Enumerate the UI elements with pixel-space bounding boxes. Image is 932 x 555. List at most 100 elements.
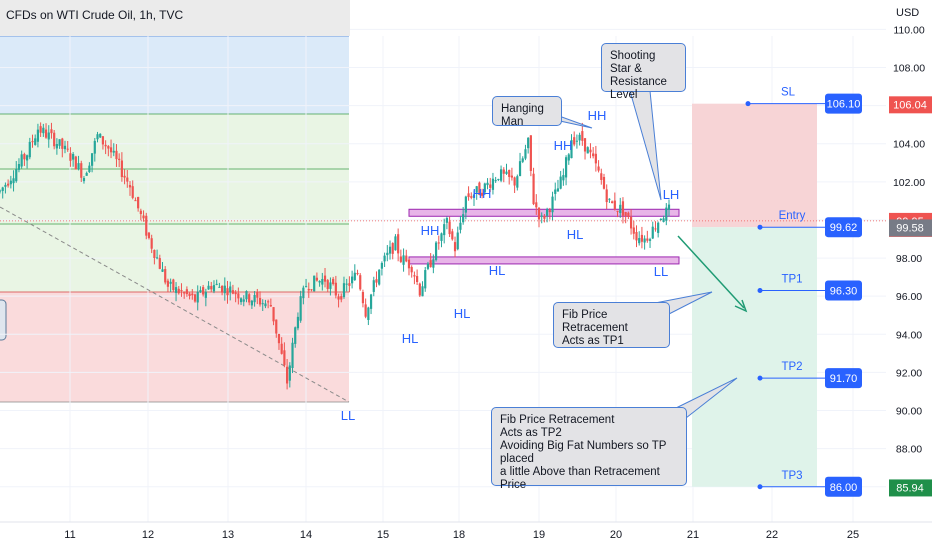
price-axis-tick: 98.00: [896, 253, 922, 265]
time-axis-tick: 14: [300, 529, 312, 541]
candle-body: [605, 189, 608, 203]
candle-body: [353, 272, 356, 281]
candle-body: [323, 275, 327, 282]
swing-label-hh: HH: [473, 186, 492, 201]
candle-body: [9, 180, 12, 185]
callout-pointer: [629, 90, 662, 201]
candle-body: [229, 286, 232, 293]
candle-body: [462, 214, 465, 223]
candle-body: [218, 286, 221, 288]
candle-body: [646, 238, 649, 241]
level-label-tp3: TP3: [781, 470, 802, 482]
candle-body: [74, 156, 77, 170]
candle-body: [164, 269, 167, 283]
candle-body: [361, 292, 365, 304]
candle-body: [118, 158, 121, 161]
candle-body: [283, 350, 286, 366]
candle-body: [340, 296, 343, 300]
annotation-hanging-man: Hanging Man: [492, 96, 562, 128]
candle-body: [272, 307, 275, 322]
candle-body: [47, 132, 50, 140]
candle-body: [494, 180, 497, 182]
candle-body: [185, 289, 188, 294]
candle-body: [90, 153, 94, 166]
candle-body: [63, 145, 67, 150]
candle-body: [508, 170, 511, 177]
candles: [0, 122, 671, 390]
candle-body: [502, 169, 505, 174]
candle-body: [351, 276, 354, 284]
candle-body: [109, 147, 113, 153]
candle-body: [286, 366, 289, 384]
price-marker-text: 106.04: [893, 99, 927, 111]
swing-label-hh: HH: [421, 223, 440, 238]
currency-label: USD: [896, 7, 920, 19]
candle-body: [611, 201, 614, 204]
candle-body: [294, 327, 297, 344]
price-marker-box: [889, 479, 932, 497]
swing-label-hl: HL: [402, 331, 419, 346]
candle-body: [337, 296, 340, 300]
candle-body: [529, 135, 532, 171]
candle-body: [44, 129, 48, 138]
candle-body: [554, 189, 557, 194]
candle-body: [616, 210, 619, 212]
swing-label-ll: LL: [341, 408, 355, 423]
candle-body: [329, 282, 332, 289]
candle-body: [472, 194, 476, 198]
swing-label-hl: HL: [454, 306, 471, 321]
candle-body: [96, 134, 99, 140]
candle-body: [191, 293, 194, 296]
candle-body: [131, 186, 134, 198]
candle-body: [665, 207, 668, 221]
level-anchor-dot: [745, 101, 751, 107]
candle-body: [602, 177, 606, 189]
candle-body: [196, 291, 199, 303]
candle-body: [532, 173, 535, 205]
candle-body: [25, 155, 29, 161]
candle-body: [559, 176, 562, 189]
candle-body: [391, 243, 394, 254]
candle-body: [42, 127, 45, 134]
level-tag-entry: [825, 217, 862, 238]
candle-body: [629, 216, 633, 229]
candle-body: [66, 148, 69, 150]
candle-body: [291, 342, 294, 368]
price-marker-text: 99.58: [896, 222, 924, 234]
candle-body: [310, 289, 313, 291]
candle-body: [397, 234, 400, 254]
swing-label-hl: HL: [489, 263, 506, 278]
candle-body: [147, 232, 151, 239]
candle-body: [58, 139, 61, 146]
target-zone: [692, 227, 817, 487]
chart-header: CFDs on WTI Crude Oil, 1h, TVC: [0, 0, 350, 36]
candle-body: [277, 333, 281, 344]
candle-body: [521, 158, 524, 162]
candle-body: [627, 212, 630, 217]
collapsed-widget: [0, 299, 7, 341]
candle-body: [345, 283, 348, 285]
candle-body: [126, 177, 129, 182]
time-axis-tick: 18: [453, 529, 465, 541]
candle-body: [594, 153, 597, 164]
candle-body: [589, 149, 592, 153]
candle-body: [128, 185, 132, 188]
projection-arrow: [677, 235, 745, 309]
candle-body: [12, 178, 15, 184]
candle-body: [85, 172, 88, 176]
candle-body: [578, 134, 581, 141]
candle-body: [470, 196, 473, 198]
candle-body: [248, 294, 251, 303]
candle-body: [448, 221, 451, 235]
candle-body: [169, 281, 172, 284]
candle-body: [215, 283, 218, 285]
candle-body: [145, 215, 148, 236]
price-axis-tick: 110.00: [893, 24, 924, 36]
candle-body: [112, 150, 115, 153]
time-axis-tick: 15: [377, 529, 389, 541]
candle-body: [104, 144, 107, 147]
candle-body: [172, 279, 175, 291]
swing-label-lh: LH: [663, 187, 680, 202]
